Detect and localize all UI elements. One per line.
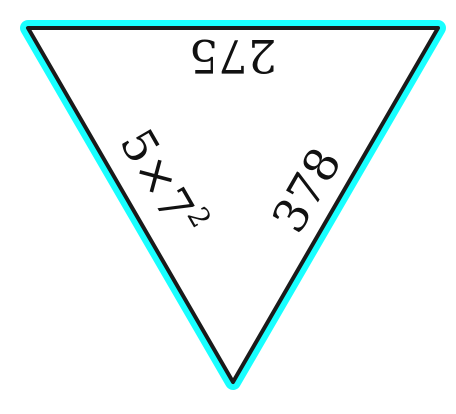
triangle-shape: [26, 26, 440, 384]
top-edge-label: 275: [189, 29, 277, 83]
